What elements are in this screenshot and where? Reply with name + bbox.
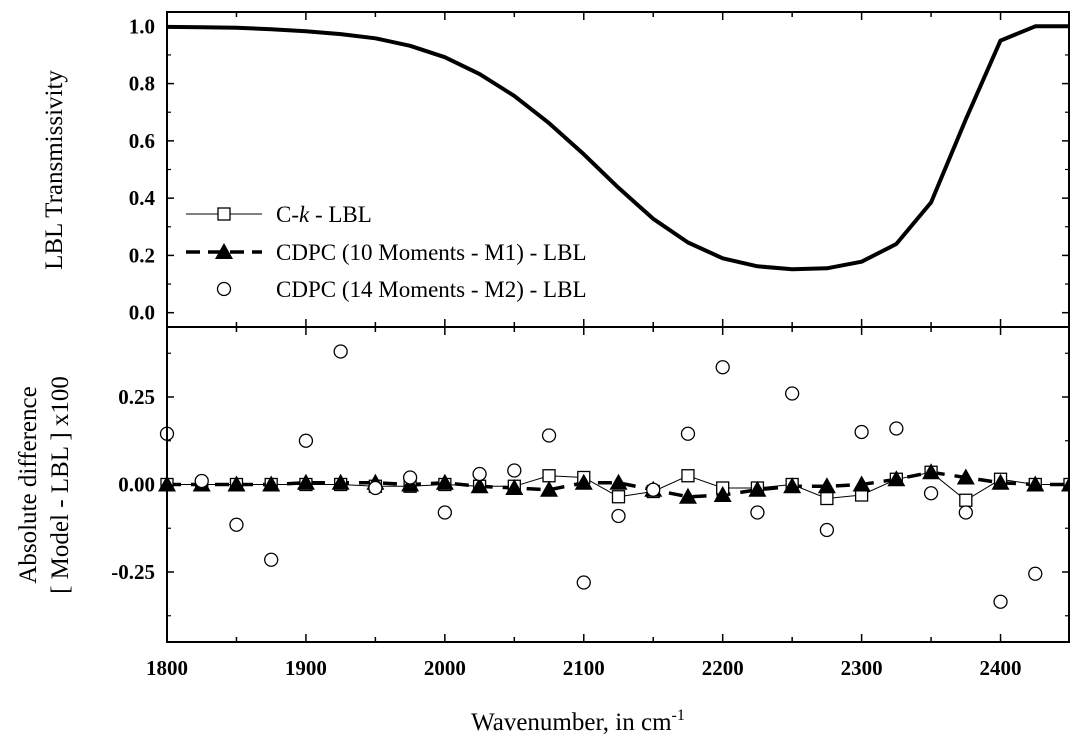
m1-point — [678, 487, 697, 504]
legend-ck-suffix: - LBL — [309, 202, 372, 227]
ck-point — [820, 491, 834, 506]
m1-point — [435, 473, 454, 490]
plot-frames — [166, 11, 1070, 643]
m2-point — [958, 505, 973, 520]
x-axis-title: Wavenumber, in cm-1 — [471, 707, 685, 736]
legend-ck-prefix: C- — [276, 202, 299, 227]
x-tick-label: 1800 — [146, 656, 188, 680]
bottom-tick-labels: -0.25 0.00 0.25 — [111, 385, 155, 584]
m2-point — [1028, 566, 1043, 581]
m1-point — [331, 473, 350, 490]
m2-point — [993, 594, 1008, 609]
bottom-y-axis-title-line2: [ Model - LBL ] x100 — [47, 376, 74, 594]
top-y-tick-label: 0.4 — [129, 186, 156, 210]
top-y-tick-label: 0.0 — [129, 301, 155, 325]
difference-series — [158, 344, 1070, 609]
legend-m2-label: CDPC (14 Moments - M2) - LBL — [276, 277, 587, 302]
m2-point — [229, 517, 244, 532]
m2-point — [368, 480, 383, 496]
m2-point — [507, 463, 522, 478]
m2-point — [923, 486, 939, 501]
m2-point — [646, 482, 661, 497]
bottom-plot-frame — [166, 326, 1070, 643]
legend-m1-marker — [215, 243, 233, 259]
x-axis-title-superscript: -1 — [672, 707, 685, 724]
m1-point — [748, 480, 767, 497]
legend-m1-label: CDPC (10 Moments - M1) - LBL — [276, 240, 587, 265]
m1-point — [991, 473, 1010, 490]
m2-point — [194, 473, 209, 489]
m1-point — [1026, 475, 1045, 492]
m2-point — [680, 426, 696, 441]
ck-point — [611, 490, 626, 504]
m2-point — [785, 386, 800, 401]
top-y-tick-label: 0.8 — [129, 72, 155, 96]
m2-point — [437, 505, 452, 520]
m1-point — [609, 473, 628, 490]
m2-point — [576, 575, 591, 590]
m2-point — [750, 505, 765, 520]
x-tick-label: 2100 — [563, 656, 605, 680]
bottom-y-axis-title-line1: Absolute difference — [15, 386, 42, 583]
m1-point — [783, 477, 802, 494]
top-panel: 0.0 0.2 0.4 0.6 0.8 1.0 — [129, 12, 1070, 327]
m2-point — [889, 421, 904, 436]
m1-point — [817, 477, 836, 494]
m1-point — [505, 479, 524, 495]
m1-point — [956, 468, 975, 485]
m1-point — [922, 463, 941, 480]
top-y-tick-label: 0.2 — [129, 243, 155, 267]
m1-point — [1061, 475, 1070, 492]
x-tick-label: 2400 — [980, 656, 1022, 680]
m1-point — [296, 473, 315, 490]
m2-point — [472, 466, 487, 482]
m2-point — [854, 424, 869, 440]
ck-point — [681, 469, 695, 483]
ck-point — [542, 469, 556, 483]
top-y-tick-label: 1.0 — [129, 14, 155, 38]
m2-point — [715, 360, 730, 375]
m2-point — [611, 508, 626, 524]
x-tick-labels: 1800 1900 2000 2100 2200 2300 2400 — [146, 656, 1022, 680]
legend-m2-marker — [216, 281, 232, 297]
x-tick-label: 2300 — [841, 656, 883, 680]
x-tick-label: 1900 — [285, 656, 327, 680]
m1-point — [262, 475, 281, 492]
m2-point — [298, 433, 314, 448]
x-tick-label: 2200 — [702, 656, 744, 680]
ck-point — [959, 493, 973, 507]
bottom-y-tick-label: 0.25 — [118, 385, 155, 409]
m1-point — [470, 477, 489, 494]
top-y-axis-title: LBL Transmissivity — [41, 70, 68, 270]
m2-point — [264, 552, 279, 567]
m1-point — [540, 480, 559, 497]
m1-point — [574, 473, 593, 490]
legend-ck-italic: k — [299, 202, 310, 227]
m1-point — [713, 486, 732, 502]
bottom-y-tick-label: -0.25 — [111, 560, 155, 584]
m1-point — [852, 475, 871, 492]
x-tick-label: 2000 — [424, 656, 466, 680]
legend-entry-m2: CDPC (14 Moments - M2) - LBL — [216, 277, 587, 302]
transmissivity-line — [166, 24, 1070, 272]
legend-entry-ck: C-k - LBL — [186, 202, 372, 227]
m2-point — [333, 344, 348, 359]
m2-point — [402, 470, 418, 485]
m1-point — [887, 470, 906, 487]
m1-point — [227, 475, 246, 492]
top-y-tick-label: 0.6 — [129, 129, 155, 153]
m1-line — [167, 470, 1070, 499]
legend-entry-m1: CDPC (10 Moments - M1) - LBL — [186, 240, 587, 265]
bottom-y-tick-label: 0.00 — [118, 473, 155, 497]
transmissivity-curve-group — [166, 24, 1070, 272]
x-axis-title-main: Wavenumber, in cm — [471, 709, 672, 736]
bottom-panel: -0.25 0.00 0.25 1800 1900 2000 2100 2200 2300 24… — [111, 327, 1070, 680]
legend: C-k - LBL CDPC (10 Moments - M1) - LBL C… — [186, 202, 587, 302]
m2-point — [819, 522, 835, 538]
m2-point — [541, 428, 557, 443]
top-tick-labels: 0.0 0.2 0.4 0.6 0.8 1.0 — [129, 14, 156, 324]
legend-ck-label: C-k - LBL — [276, 202, 372, 227]
legend-ck-marker — [217, 207, 231, 221]
